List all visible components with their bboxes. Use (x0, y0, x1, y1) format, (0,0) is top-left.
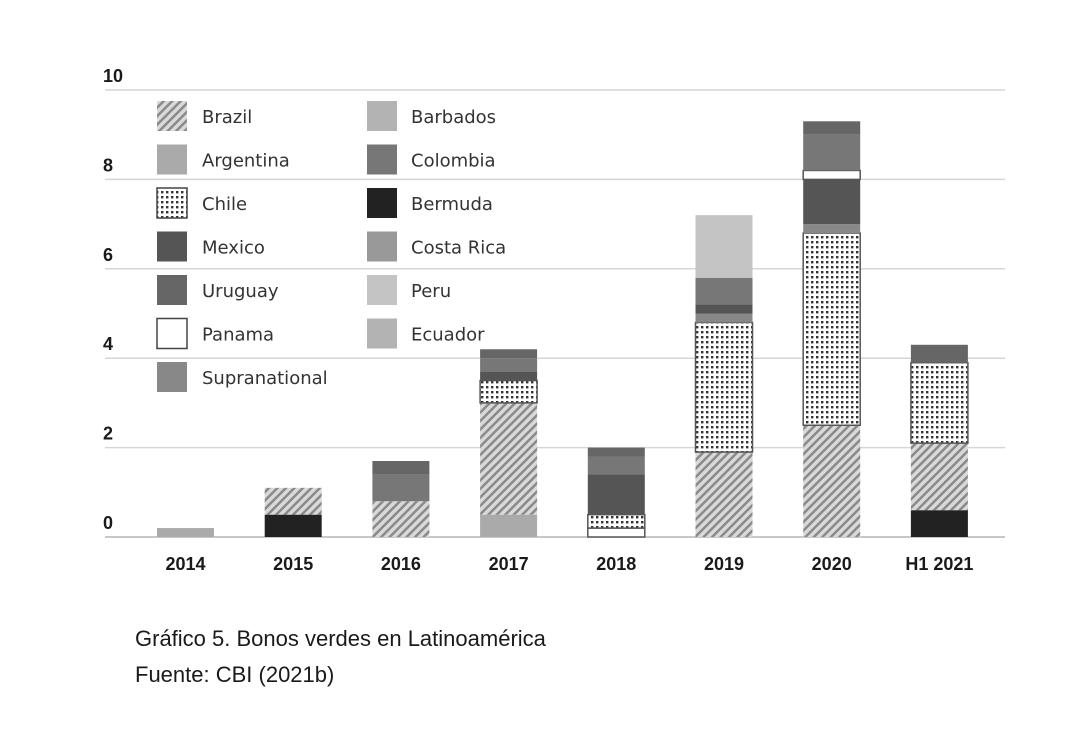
bar-segment-brazil (910, 443, 968, 511)
bar-segment-uruguay (910, 344, 968, 363)
bar-segment-chile (479, 379, 538, 404)
legend-label: Barbados (411, 107, 496, 128)
legend-label: Peru (411, 281, 451, 302)
bar-segment-chile (587, 513, 646, 529)
legend-label: Supranational (202, 368, 328, 389)
bar-segment-colombia (803, 134, 861, 171)
bar-segment-brazil (695, 452, 753, 537)
bar-segment-chile (802, 232, 861, 426)
legend-swatch (367, 231, 397, 262)
bar-segment-supranational (695, 313, 753, 323)
x-tick-label: 2016 (381, 554, 421, 574)
bar-segment-uruguay (587, 447, 645, 457)
bar-segment-panama (587, 527, 646, 538)
x-tick-label: 2014 (165, 554, 205, 574)
bar-segment-uruguay (372, 461, 430, 475)
x-tick-label: 2015 (273, 554, 313, 574)
x-tick-label: 2020 (812, 554, 852, 574)
bar-segment-brazil (264, 487, 322, 515)
legend-label: Argentina (202, 151, 290, 172)
y-tick-label: 8 (103, 155, 113, 175)
bar-segment-chile (694, 321, 754, 453)
legend-swatch (157, 231, 187, 262)
legend-swatch (156, 187, 188, 219)
figure-caption-source: Fuente: CBI (2021b) (135, 662, 335, 687)
x-tick-label: 2017 (489, 554, 529, 574)
bar-segment-peru (695, 215, 753, 278)
y-tick-label: 0 (103, 513, 113, 533)
bar-segment-brazil (803, 425, 861, 537)
bar-segment-uruguay (803, 121, 861, 135)
bar-segment-chile (910, 361, 969, 444)
legend-swatch (156, 317, 188, 350)
legend-swatch (157, 144, 187, 175)
y-tick-label: 2 (103, 424, 113, 444)
legend-swatch (367, 275, 397, 305)
bar-segment-uruguay (480, 349, 538, 359)
legend-swatch (157, 362, 187, 392)
x-tick-label: H1 2021 (905, 554, 973, 574)
x-axis-ticks: 2014 2015 2016 2017 2018 2019 2020 H1 2021 (165, 554, 973, 574)
bar-segment-mexico (480, 371, 538, 381)
legend-label: Chile (202, 194, 247, 215)
legend: Brazil Argentina Chile Mexico Uruguay Panama S… (156, 101, 506, 392)
legend-label: Ecuador (411, 325, 485, 346)
bar-segment-colombia (480, 358, 538, 372)
legend-label: Costa Rica (411, 238, 506, 259)
bar-segment-brazil (480, 402, 538, 515)
legend-label: Bermuda (411, 194, 493, 215)
bar-segment-mexico (695, 304, 753, 314)
legend-label: Uruguay (202, 281, 279, 302)
legend-swatch (157, 275, 187, 305)
x-tick-label: 2018 (596, 554, 636, 574)
bar-segment-colombia (695, 277, 753, 305)
legend-swatch (367, 144, 397, 175)
figure-caption-title: Gráfico 5. Bonos verdes en Latinoamérica (135, 626, 546, 651)
bar-segment-argentina (480, 514, 538, 537)
legend-swatch (367, 101, 397, 131)
bar-segment-mexico (803, 179, 861, 225)
bar-segment-colombia (372, 474, 430, 502)
bar-segment-bermuda (264, 514, 322, 537)
bar-segment-argentina (157, 528, 214, 537)
legend-swatch (157, 101, 187, 131)
y-tick-label: 6 (103, 245, 113, 265)
y-tick-label: 4 (103, 334, 113, 354)
bars (157, 121, 969, 538)
x-tick-label: 2019 (704, 554, 744, 574)
legend-label: Panama (202, 325, 274, 346)
y-axis-ticks: 0 2 4 6 8 10 (103, 66, 123, 533)
legend-label: Mexico (202, 238, 265, 259)
legend-label: Brazil (202, 107, 252, 128)
bar-segment-panama (802, 169, 861, 181)
bar-segment-mexico (587, 474, 645, 515)
legend-swatch (367, 318, 397, 349)
stacked-bar-chart: 0 2 4 6 8 10 2014 2015 2016 2017 2018 2019 2020 H1 2… (103, 66, 1005, 574)
legend-label: Colombia (411, 151, 496, 172)
bar-segment-bermuda (910, 510, 968, 537)
y-tick-label: 10 (103, 66, 123, 86)
bar-segment-colombia (587, 456, 645, 475)
bar-segment-brazil (372, 501, 430, 537)
legend-swatch (367, 188, 397, 218)
bar-segment-supranational (803, 224, 861, 234)
